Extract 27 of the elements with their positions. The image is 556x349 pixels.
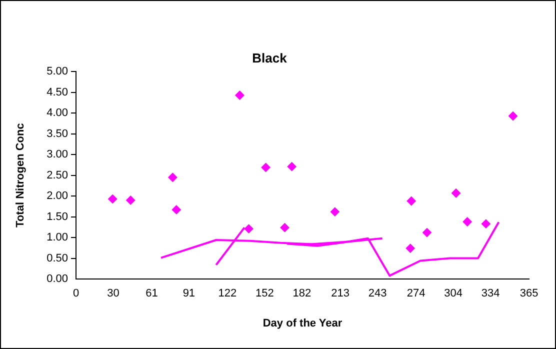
y-tick-label: 3.00 (46, 148, 68, 161)
y-tick-label: 0.50 (46, 252, 68, 264)
y-tick-label: 1.50 (46, 210, 68, 223)
x-tick-label: 365 (520, 288, 538, 300)
y-tick-label: 1.00 (46, 232, 68, 244)
x-tick-label: 61 (146, 288, 158, 300)
x-tick-label: 182 (292, 288, 312, 300)
y-tick-label: 0.00 (46, 273, 68, 286)
x-tick-label: 30 (107, 288, 120, 300)
x-tick-label: 304 (444, 288, 462, 300)
y-tick-label: 3.50 (46, 128, 68, 140)
x-tick-label: 152 (255, 288, 274, 300)
y-tick-label: 4.50 (46, 86, 68, 98)
x-tick-label: 243 (368, 288, 387, 300)
x-tick-label: 213 (331, 288, 350, 300)
y-tick-label: 5.00 (46, 66, 68, 78)
y-tick-label: 2.00 (46, 190, 68, 202)
x-axis-title: Day of the Year (262, 317, 343, 330)
x-tick-label: 274 (406, 288, 426, 300)
y-tick-label: 4.00 (46, 107, 68, 120)
y-axis-title: Total Nitrogen Conc (14, 123, 27, 228)
x-tick-label: 91 (182, 288, 196, 300)
x-tick-label: 334 (481, 288, 500, 300)
y-tick-label: 2.50 (46, 169, 68, 182)
x-tick-label: 122 (218, 288, 237, 300)
chart-title: Black (252, 50, 288, 66)
x-tick-label: 0 (72, 288, 80, 300)
